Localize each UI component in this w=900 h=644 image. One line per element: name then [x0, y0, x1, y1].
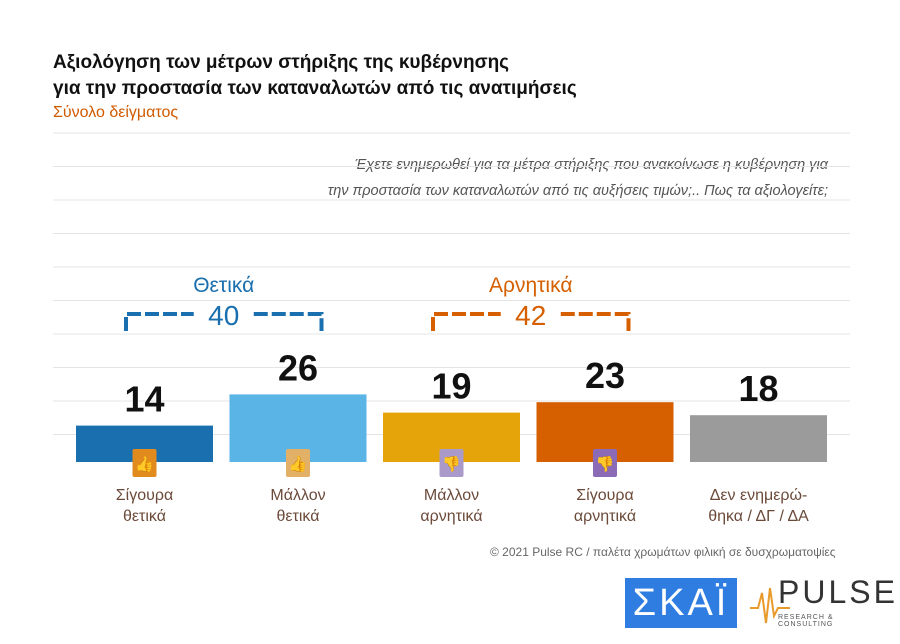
question-line-1: Έχετε ενημερωθεί για τα μέτρα στήριξης π… — [354, 157, 828, 173]
thumb-up-icon-glyph: 👍 — [289, 455, 308, 473]
group-bracket-left — [431, 312, 501, 331]
group-bracket-right — [253, 312, 324, 331]
thumb-up-icon — [286, 449, 310, 477]
category-label: θηκα / ΔΓ / ΔΑ — [708, 508, 809, 525]
data-label: 19 — [431, 366, 471, 407]
category-label: Μάλλον — [270, 487, 325, 504]
two-thumbs-up-icon — [132, 449, 157, 477]
pulse-wave-icon — [750, 587, 790, 624]
category-label: αρνητικά — [574, 508, 636, 525]
chart-subtitle: Σύνολο δείγματος — [53, 104, 179, 121]
skai-logo: ΣΚΑΪ — [625, 578, 737, 628]
group-bracket-right — [560, 312, 631, 331]
two-thumbs-down-icon-glyph: 👎 — [596, 455, 615, 473]
two-thumbs-down-icon — [593, 449, 617, 477]
category-label: αρνητικά — [420, 508, 482, 525]
chart-title: Αξιολόγηση των μέτρων στήριξης της κυβέρ… — [53, 50, 577, 102]
group-bracket-left — [124, 312, 194, 331]
question-line-2: την προστασία των καταναλωτών από τις αυ… — [327, 183, 828, 199]
thumb-down-icon-glyph: 👎 — [442, 455, 461, 473]
bar — [690, 415, 827, 462]
group-total: 40 — [208, 300, 239, 331]
category-label: θετικά — [277, 508, 320, 525]
data-label: 23 — [585, 355, 625, 396]
data-label: 26 — [278, 347, 318, 388]
category-label: Δεν ενημερώ- — [710, 487, 808, 504]
category-label: Μάλλον — [424, 487, 479, 504]
group-total: 42 — [515, 300, 546, 331]
pulse-logo-text: PULSE — [778, 574, 898, 610]
group-label: Θετικά — [193, 274, 254, 297]
data-label: 18 — [738, 368, 778, 409]
pulse-logo: PULSE RESEARCH & CONSULTING — [750, 574, 895, 628]
two-thumbs-up-icon-glyph: 👍 — [135, 455, 154, 473]
copyright-footer: © 2021 Pulse RC / παλέτα χρωμάτων φιλική… — [490, 545, 836, 559]
category-label: Σίγουρα — [116, 487, 173, 504]
title-line-1: Αξιολόγηση των μέτρων στήριξης της κυβέρ… — [53, 52, 510, 73]
category-label: Σίγουρα — [576, 487, 633, 504]
group-label: Αρνητικά — [489, 274, 572, 297]
data-label: 14 — [124, 379, 164, 420]
thumb-down-icon — [439, 449, 464, 477]
title-line-2: για την προστασία των καταναλωτών από τι… — [53, 78, 577, 99]
survey-question: Έχετε ενημερωθεί για τα μέτρα στήριξης π… — [208, 152, 828, 204]
category-label: θετικά — [123, 508, 166, 525]
pulse-logo-subtext: RESEARCH & CONSULTING — [778, 614, 834, 628]
